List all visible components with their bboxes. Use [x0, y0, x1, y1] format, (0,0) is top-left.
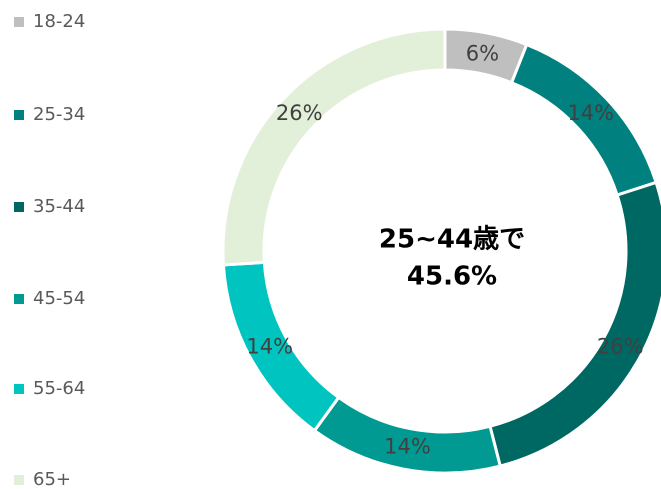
legend-label: 55-64 [33, 378, 85, 399]
center-annotation: 25~44歳で [379, 225, 525, 255]
center-annotation: 45.6% [407, 262, 497, 292]
data-label: 14% [567, 101, 614, 125]
data-label: 26% [276, 101, 323, 125]
data-label: 6% [466, 42, 499, 66]
legend-swatch [14, 17, 24, 27]
legend-label: 65+ [33, 469, 71, 489]
legend-label: 35-44 [33, 196, 85, 217]
legend-swatch [14, 110, 24, 120]
legend-label: 45-54 [33, 288, 85, 309]
data-label: 14% [384, 434, 431, 458]
data-label: 14% [246, 334, 293, 358]
legend-swatch [14, 475, 24, 485]
legend-swatch [14, 202, 24, 212]
donut-segment [221, 27, 447, 267]
legend-swatch [14, 294, 24, 304]
legend-label: 25-34 [33, 104, 85, 125]
legend-swatch [14, 384, 24, 394]
legend-label: 18-24 [33, 11, 85, 32]
data-label: 26% [597, 334, 644, 358]
